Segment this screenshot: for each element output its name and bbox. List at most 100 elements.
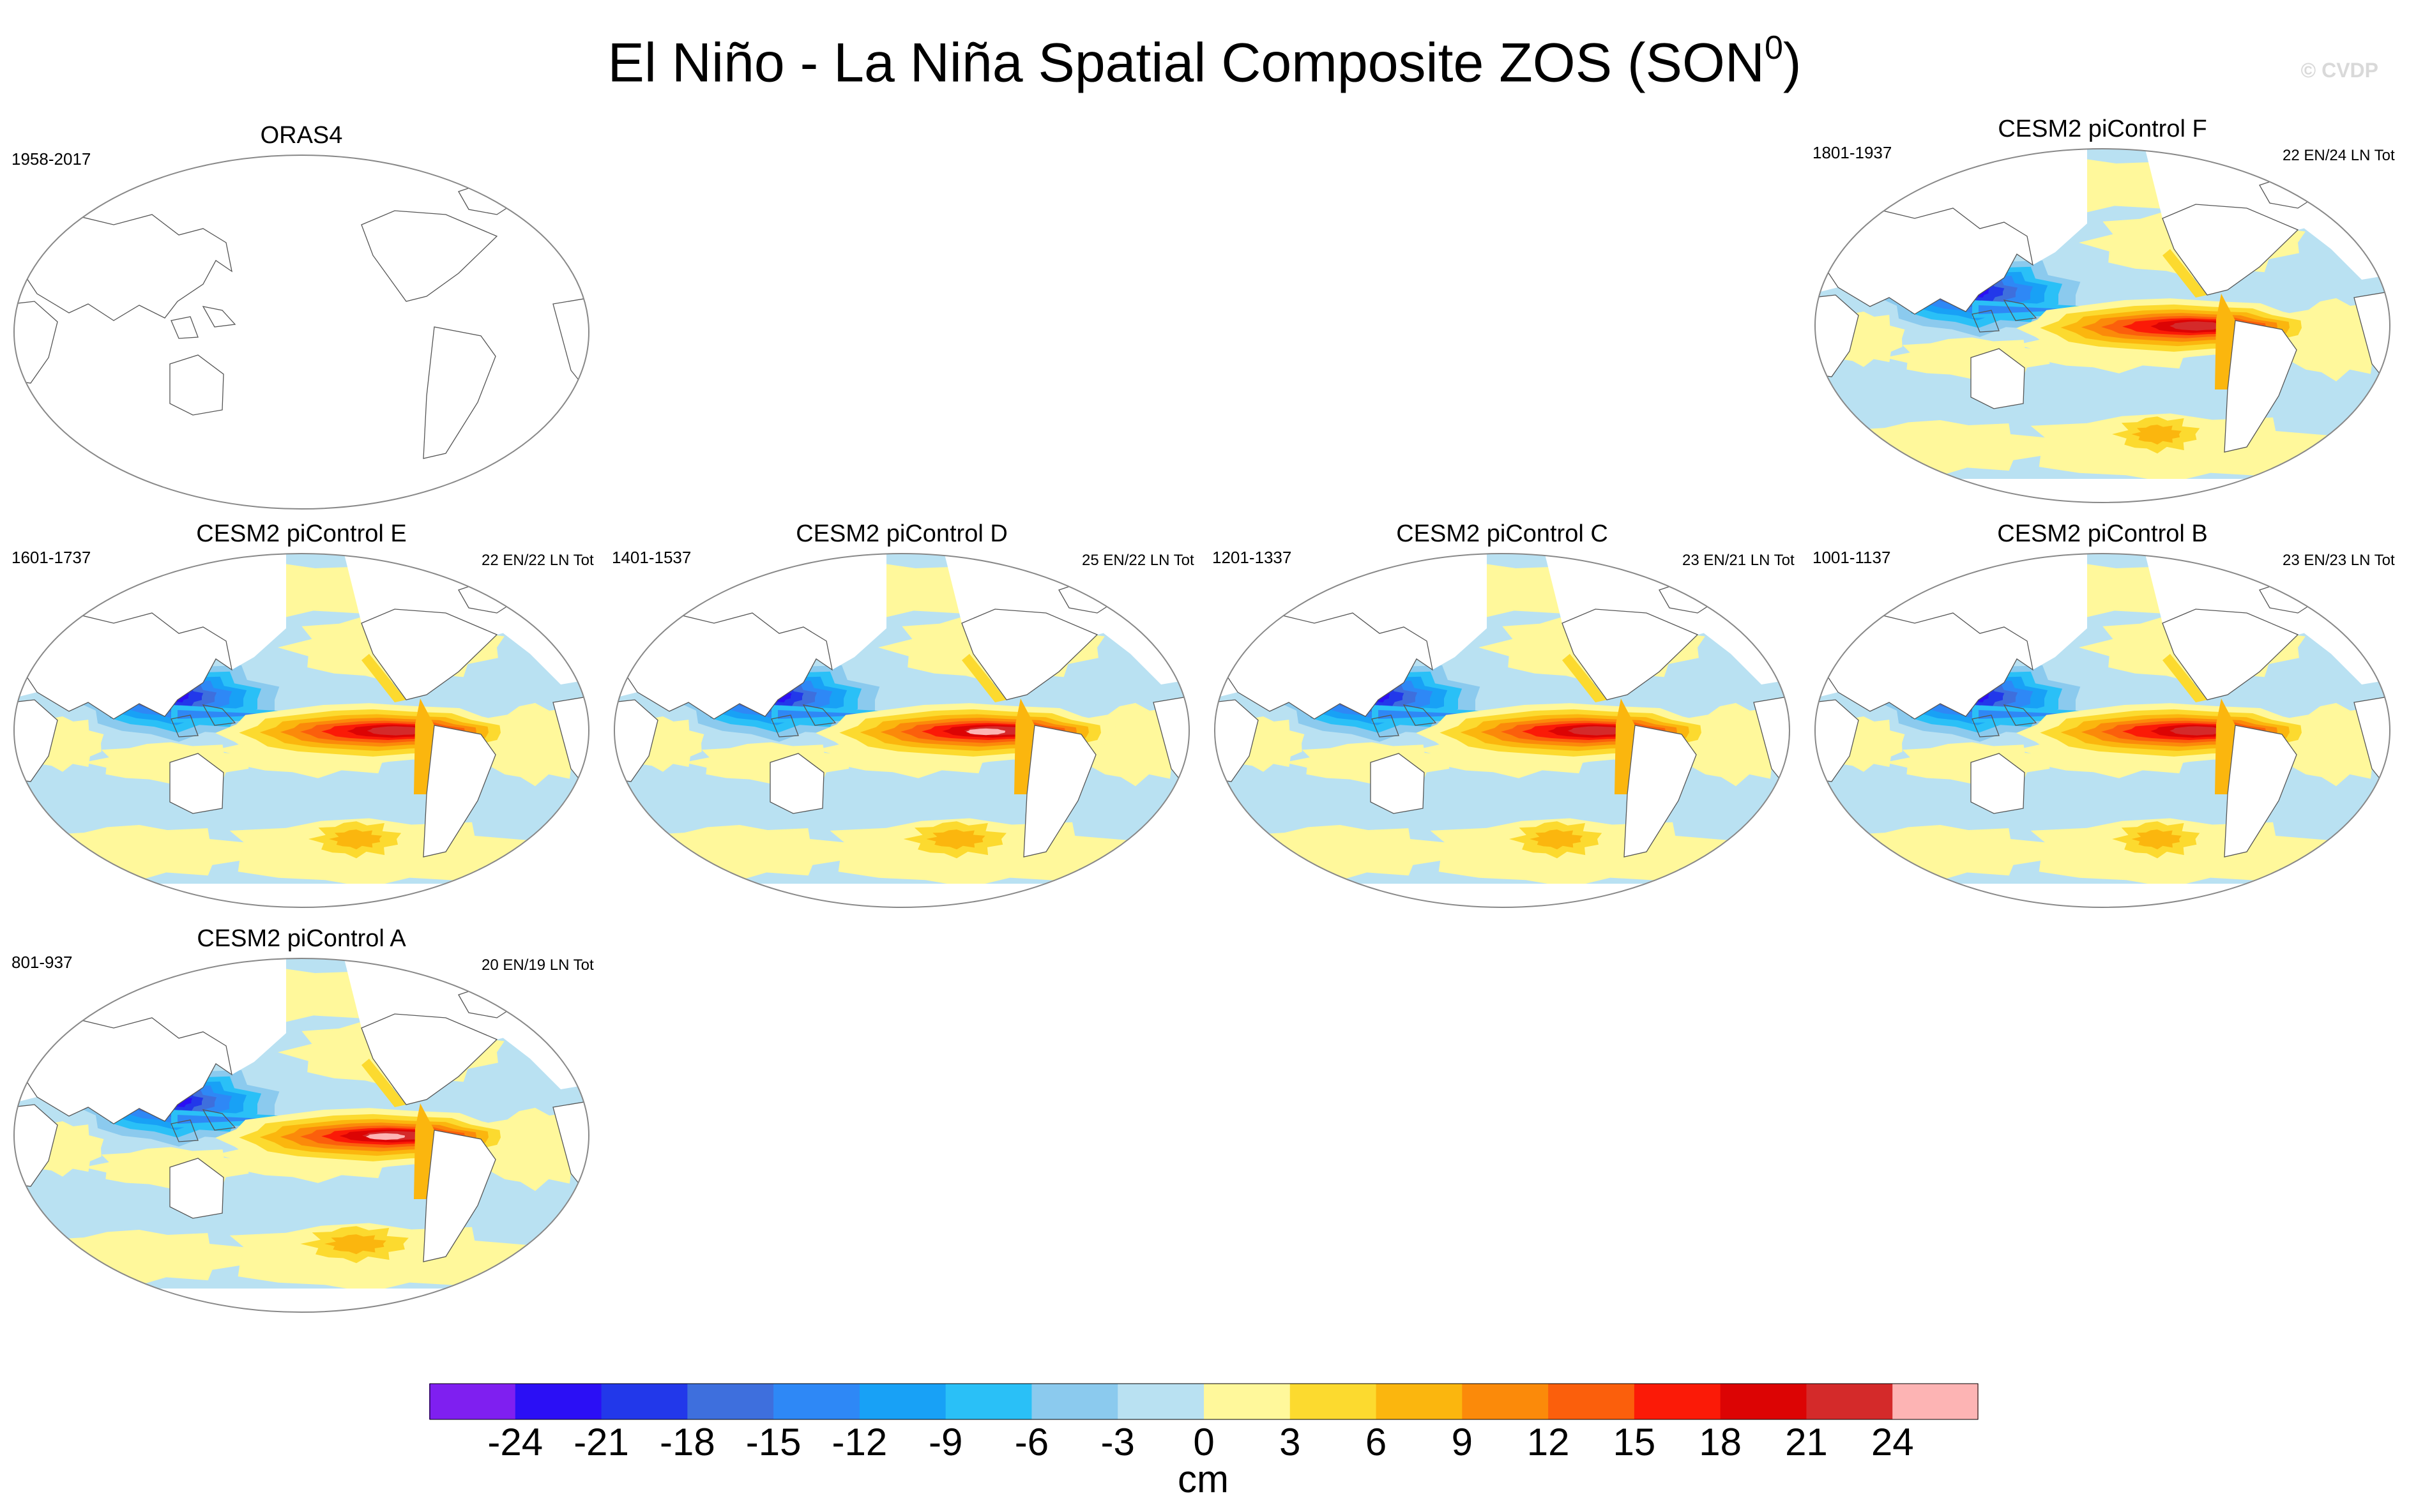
coastline xyxy=(202,704,236,726)
anomaly-patch-positive xyxy=(1567,726,1625,736)
coastline xyxy=(1972,714,2000,737)
anomaly-patch-positive xyxy=(329,829,383,850)
coastline xyxy=(2353,695,2390,796)
panel-title: CESM2 piControl B xyxy=(1997,520,2208,547)
colorbar-swatch xyxy=(1376,1384,1463,1419)
map-panel-e: CESM2 piControl E 1601-1737 22 EN/22 LN To… xyxy=(0,520,603,909)
coastline xyxy=(2162,204,2299,296)
panel-title: CESM2 piControl C xyxy=(1396,520,1608,547)
land-africa xyxy=(14,301,57,383)
coastline xyxy=(1402,704,1437,726)
land-antarctica xyxy=(14,884,589,907)
coastline xyxy=(202,306,236,328)
colorbar-swatch xyxy=(1204,1384,1291,1419)
map-canvas xyxy=(1214,553,1790,908)
coastline xyxy=(1215,699,1259,782)
coastline xyxy=(771,714,799,737)
colorbar-tick-label: -15 xyxy=(745,1421,802,1463)
colorbar-swatch xyxy=(945,1384,1033,1419)
colorbar-tick-label: -24 xyxy=(487,1421,543,1463)
coastline xyxy=(1753,695,1790,796)
coastline xyxy=(2003,704,2037,726)
colorbar-tick-label: -21 xyxy=(574,1421,629,1463)
colorbar-tick-label: -6 xyxy=(1014,1421,1049,1463)
colorbar-tick-label: 15 xyxy=(1613,1421,1656,1463)
anomaly-patch-negative xyxy=(178,1115,280,1124)
anomaly-patch-positive xyxy=(1562,654,1607,702)
anomaly-patch-positive xyxy=(2131,425,2182,445)
map-panel-d: CESM2 piControl D 1401-1537 25 EN/22 LN To… xyxy=(600,520,1203,909)
colorbar-swatch xyxy=(429,1384,516,1419)
land-africa xyxy=(614,700,658,782)
colorbar-tick-label: 9 xyxy=(1451,1421,1473,1463)
colorbar-tick-label: 6 xyxy=(1365,1421,1387,1463)
land-australia xyxy=(1971,349,2025,409)
anomaly-patch-positive xyxy=(966,728,1005,736)
panel-years: 801-937 xyxy=(11,953,73,972)
land-antarctica xyxy=(14,485,589,509)
anomaly-patch-positive xyxy=(926,829,985,850)
colorbar-swatch xyxy=(1548,1384,1635,1419)
coastline xyxy=(802,704,837,726)
land-antarctica xyxy=(14,1289,589,1312)
colorbar-swatch xyxy=(1462,1384,1549,1419)
colorbar-swatch xyxy=(1031,1384,1118,1419)
coastline xyxy=(24,214,232,321)
land-australia xyxy=(170,753,224,813)
colorbar-frame xyxy=(429,1383,1979,1420)
colorbar-tick-label: -12 xyxy=(832,1421,888,1463)
coastline xyxy=(361,609,498,700)
map-canvas xyxy=(13,553,589,908)
coastline xyxy=(24,612,232,720)
colorbar-swatch xyxy=(1892,1384,1979,1419)
panel-counts: 25 EN/22 LN Tot xyxy=(1082,552,1194,569)
land-samerica xyxy=(423,725,496,857)
anomaly-patch-positive xyxy=(367,726,424,736)
map-canvas xyxy=(614,553,1190,908)
coastline xyxy=(1825,612,2033,720)
map-outline xyxy=(1214,553,1790,908)
map-outline xyxy=(13,155,589,510)
coastline xyxy=(14,301,58,384)
land-antarctica xyxy=(614,884,1189,907)
colorbar-swatch xyxy=(859,1384,946,1419)
anomaly-patch-negative xyxy=(1378,710,1480,719)
coastline xyxy=(552,297,589,397)
land-australia xyxy=(1971,753,2025,813)
coastline xyxy=(14,699,58,782)
coastline xyxy=(2162,609,2299,700)
land-samerica xyxy=(423,1130,496,1262)
panel-years: 1201-1337 xyxy=(1212,548,1292,567)
map-canvas xyxy=(13,958,589,1313)
panel-years: 1801-1937 xyxy=(1812,143,1892,162)
land-africa xyxy=(14,1105,57,1186)
land-australia xyxy=(170,1158,224,1218)
coastline xyxy=(2224,320,2297,453)
map-outline xyxy=(614,553,1190,908)
coastline xyxy=(423,725,496,858)
coastline xyxy=(1562,609,1699,700)
map-outline xyxy=(1814,553,2390,908)
anomaly-patch-positive xyxy=(365,1133,405,1140)
coastline xyxy=(361,1013,498,1105)
panel-counts: 23 EN/21 LN Tot xyxy=(1682,552,1795,569)
map-panel-f: CESM2 piControl F 1801-1937 22 EN/24 LN To… xyxy=(1801,115,2404,504)
coastline xyxy=(423,326,496,459)
coastline xyxy=(1370,753,1425,814)
figure-title-superscript: 0 xyxy=(1764,29,1783,66)
coastline xyxy=(961,609,1098,700)
coastline xyxy=(24,1017,232,1124)
figure-title-text: El Niño - La Niña Spatial Composite ZOS … xyxy=(607,32,1765,94)
colorbar-tick-label: 12 xyxy=(1526,1421,1570,1463)
coastline xyxy=(423,1130,496,1262)
map-panel-c: CESM2 piControl C 1201-1337 23 EN/21 LN To… xyxy=(1201,520,1804,909)
map-canvas xyxy=(13,155,589,510)
panel-years: 1401-1537 xyxy=(612,548,692,567)
colorbar-tick-label: 3 xyxy=(1279,1421,1301,1463)
coastline xyxy=(14,1104,58,1187)
colorbar-swatch xyxy=(1806,1384,1893,1419)
panel-counts: 20 EN/19 LN Tot xyxy=(482,956,594,974)
coastline xyxy=(1825,208,2033,315)
map-canvas xyxy=(1814,553,2390,908)
anomaly-patch-negative xyxy=(178,710,280,719)
